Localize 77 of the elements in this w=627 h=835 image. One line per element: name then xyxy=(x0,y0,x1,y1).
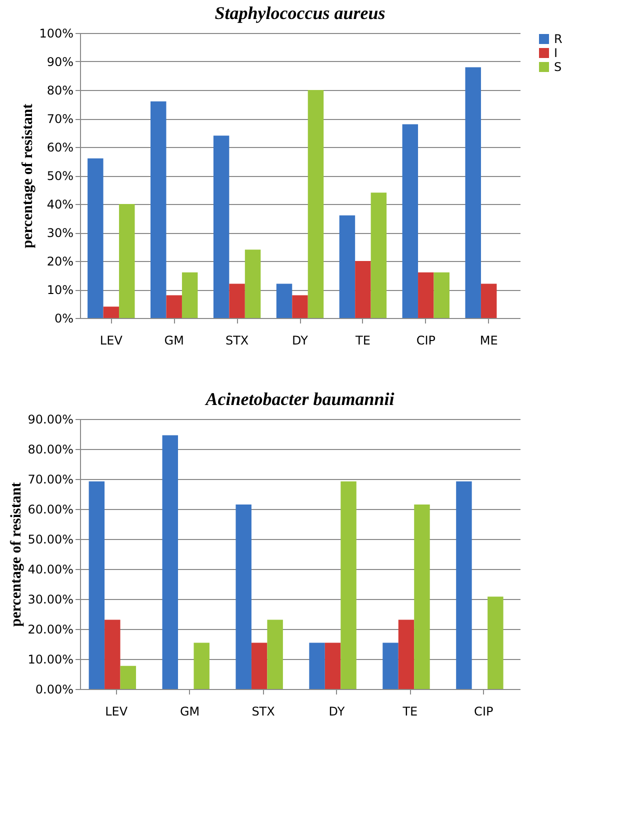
bar xyxy=(150,101,166,318)
bar xyxy=(414,504,430,689)
bar xyxy=(213,136,230,318)
bar xyxy=(488,596,504,689)
bar xyxy=(104,620,120,689)
y-tick-label: 70.00% xyxy=(28,472,74,486)
x-tick-label: DY xyxy=(292,334,309,348)
bar xyxy=(480,284,497,318)
legend-label: R xyxy=(554,32,562,46)
y-tick-label: 0.00% xyxy=(35,682,74,696)
y-tick-label: 40% xyxy=(46,198,74,212)
y-tick-label: 60% xyxy=(46,140,74,154)
x-tick-label: GM xyxy=(164,334,184,348)
bar xyxy=(88,481,105,689)
bar xyxy=(194,642,210,689)
x-tick-label: DY xyxy=(328,704,346,718)
y-tick-label: 70% xyxy=(46,112,74,126)
bar xyxy=(398,620,414,689)
y-tick-label: 20.00% xyxy=(28,622,74,636)
x-tick-label: LEV xyxy=(100,334,124,348)
y-tick-label: 100% xyxy=(39,26,74,40)
y-tick-label: 40.00% xyxy=(28,562,74,576)
legend-label: I xyxy=(554,46,558,60)
x-tick-label: TE xyxy=(402,704,418,718)
bar xyxy=(402,124,418,318)
y-tick-label: 50.00% xyxy=(28,532,74,546)
y-tick-label: 30.00% xyxy=(28,592,74,606)
bar xyxy=(324,642,341,689)
bar xyxy=(162,435,178,689)
y-tick-label: 20% xyxy=(46,254,74,268)
bar xyxy=(418,272,434,318)
bar xyxy=(166,295,182,318)
bar xyxy=(382,642,398,689)
bar xyxy=(229,284,245,318)
legend-label: S xyxy=(554,60,562,74)
chart-title: Staphylococcus aureus xyxy=(214,3,386,23)
bar xyxy=(120,666,136,689)
y-tick-label: 30% xyxy=(46,226,74,240)
bar xyxy=(251,642,268,689)
bar xyxy=(465,67,481,318)
bar xyxy=(119,204,135,318)
bar xyxy=(267,620,283,689)
x-tick-label: STX xyxy=(252,704,275,718)
bar xyxy=(370,192,387,318)
bar xyxy=(244,250,261,318)
bar xyxy=(456,481,472,689)
bar xyxy=(88,158,104,318)
bar xyxy=(340,481,356,689)
x-tick-label: CIP xyxy=(474,704,494,718)
y-tick-label: 90.00% xyxy=(28,412,74,426)
y-tick-label: 0% xyxy=(54,312,74,326)
y-tick-label: 50% xyxy=(46,169,74,183)
bar xyxy=(276,284,292,318)
bar xyxy=(339,215,356,318)
bar xyxy=(309,642,325,689)
bar xyxy=(434,272,450,318)
y-tick-label: 90% xyxy=(46,55,74,69)
bar xyxy=(355,261,371,318)
bar xyxy=(236,504,252,689)
y-tick-label: 60.00% xyxy=(28,502,74,516)
y-tick-label: 80% xyxy=(46,84,74,98)
x-tick-label: ME xyxy=(480,334,498,348)
y-tick-label: 80.00% xyxy=(28,442,74,456)
bar xyxy=(308,90,324,318)
x-tick-label: STX xyxy=(225,334,249,348)
x-tick-label: TE xyxy=(354,334,370,348)
x-tick-label: GM xyxy=(180,704,200,718)
y-axis-title: percentage of resistant xyxy=(8,482,25,627)
y-tick-label: 10% xyxy=(46,283,74,297)
chart-title: Acinetobacter baumannii xyxy=(204,389,394,409)
bar xyxy=(182,272,198,318)
bar xyxy=(103,306,120,318)
y-tick-label: 10.00% xyxy=(28,652,74,666)
x-tick-label: CIP xyxy=(416,334,436,348)
y-axis-title: percentage of resistant xyxy=(20,104,36,248)
x-tick-label: LEV xyxy=(105,704,128,718)
bar xyxy=(292,295,308,318)
